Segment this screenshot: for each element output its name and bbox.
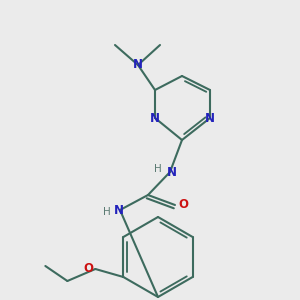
Text: N: N	[150, 112, 160, 124]
Text: N: N	[167, 166, 177, 178]
Text: N: N	[114, 203, 124, 217]
Text: O: O	[178, 199, 188, 212]
Text: N: N	[133, 58, 143, 71]
Text: H: H	[103, 207, 111, 217]
Text: N: N	[205, 112, 215, 124]
Text: O: O	[83, 262, 93, 275]
Text: H: H	[154, 164, 162, 174]
